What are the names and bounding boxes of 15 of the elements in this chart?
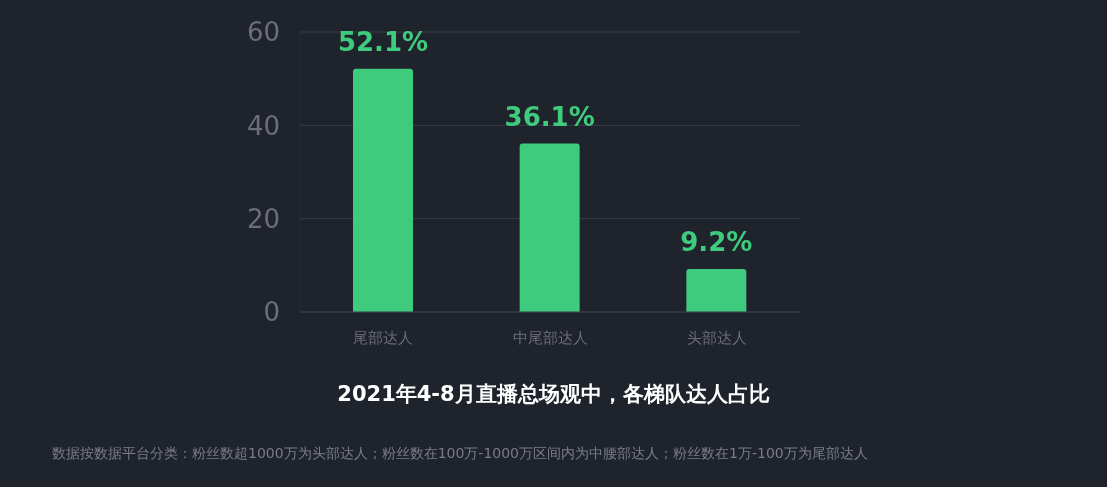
bar	[353, 68, 413, 312]
bar	[519, 143, 580, 312]
x-tick-label: 尾部达人	[353, 328, 414, 347]
y-tick-label: 20	[246, 203, 280, 234]
text: 2021年4-8月直播总场观中，各梯队达人占比	[336, 381, 771, 408]
y-tick-label: 0	[263, 297, 280, 328]
bar	[686, 269, 747, 312]
y-tick-label: 60	[246, 17, 280, 48]
data-label: 36.1%	[504, 101, 595, 132]
data-label: 9.2%	[680, 227, 753, 258]
x-tick-label: 头部达人	[686, 328, 747, 347]
x-tick-label: 中尾部达人	[512, 328, 588, 347]
data-label: 52.1%	[337, 26, 429, 57]
y-tick-label: 40	[246, 110, 280, 141]
text: 数据按数据平台分类：粉丝数超1000万为头部达人；粉丝数在100万-1000万区间内为中腰部达人；粉丝数在1万-100万为尾部达人	[52, 445, 868, 463]
